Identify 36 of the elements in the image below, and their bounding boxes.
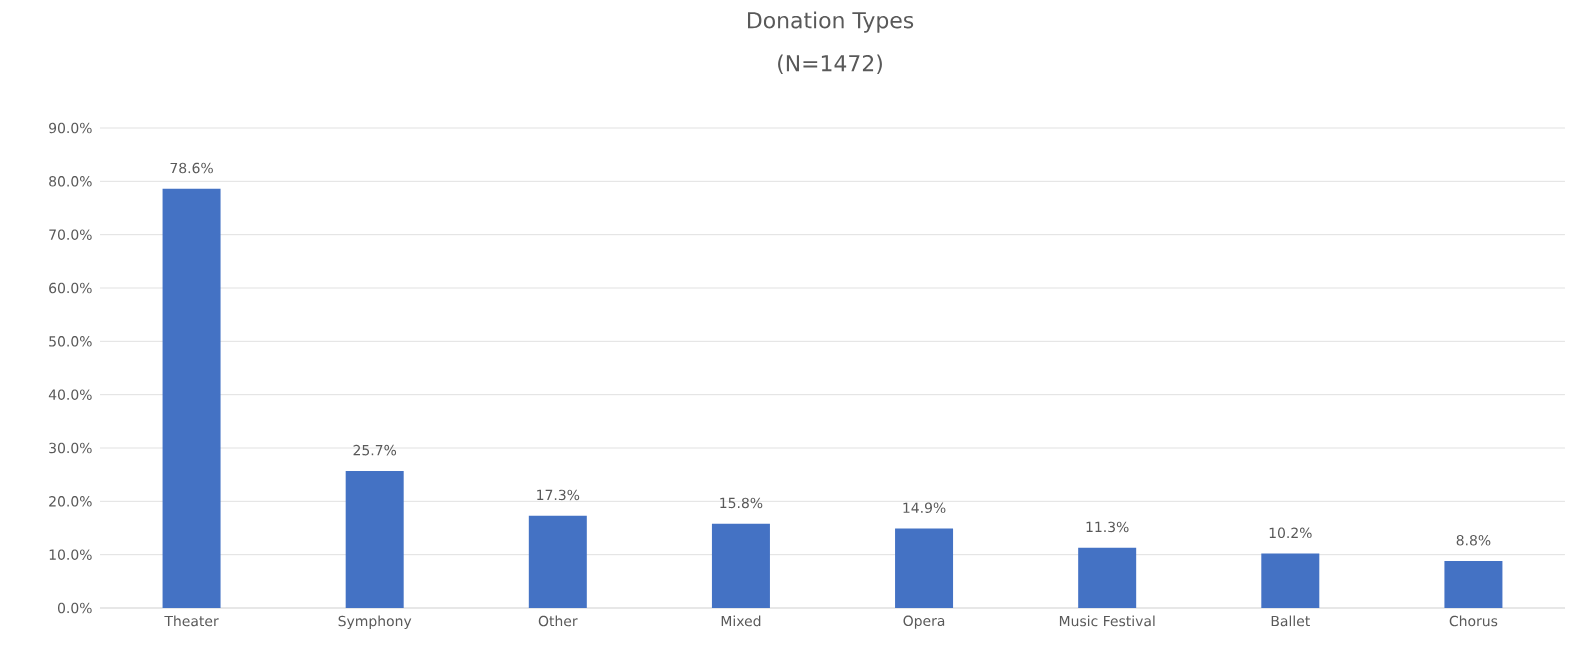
x-tick-label: Chorus — [1449, 615, 1498, 627]
bar — [1261, 553, 1320, 608]
data-label: 10.2% — [1269, 527, 1312, 539]
chart-subtitle: (N=1472) — [778, 54, 882, 75]
data-label: 78.6% — [170, 162, 213, 174]
y-tick-label: 20.0% — [49, 496, 92, 507]
x-tick-label: Symphony — [338, 615, 412, 630]
x-tick-label: Theater — [164, 615, 219, 627]
bar — [895, 528, 954, 608]
y-tick-label: 0.0% — [57, 602, 92, 614]
bar — [528, 515, 587, 608]
bar — [711, 523, 770, 608]
y-tick-label: 60.0% — [49, 282, 92, 294]
y-tick-label: 70.0% — [49, 229, 92, 240]
x-tick-label: Music Festival — [1059, 615, 1155, 627]
chart-title: Donation Types — [748, 11, 914, 33]
bar — [345, 470, 404, 608]
data-label: 25.7% — [353, 444, 397, 456]
y-tick-label: 80.0% — [49, 176, 92, 187]
bar — [162, 188, 221, 608]
y-tick-label: 10.0% — [49, 549, 92, 560]
bar — [1078, 547, 1137, 608]
data-label: 17.3% — [537, 489, 580, 501]
y-tick-label: 30.0% — [49, 442, 92, 454]
data-label: 8.8% — [1456, 534, 1491, 546]
y-tick-label: 90.0% — [49, 122, 92, 134]
x-tick-label: Opera — [903, 615, 945, 629]
data-label: 11.3% — [1086, 521, 1129, 533]
y-tick-label: 50.0% — [49, 336, 92, 347]
y-tick-label: 40.0% — [48, 389, 92, 400]
x-tick-label: Other — [538, 615, 578, 627]
x-tick-label: Ballet — [1271, 615, 1310, 627]
bar — [1444, 561, 1503, 608]
data-label: 14.9% — [903, 502, 946, 514]
data-label: 15.8% — [720, 497, 763, 509]
x-tick-label: Mixed — [721, 615, 761, 627]
